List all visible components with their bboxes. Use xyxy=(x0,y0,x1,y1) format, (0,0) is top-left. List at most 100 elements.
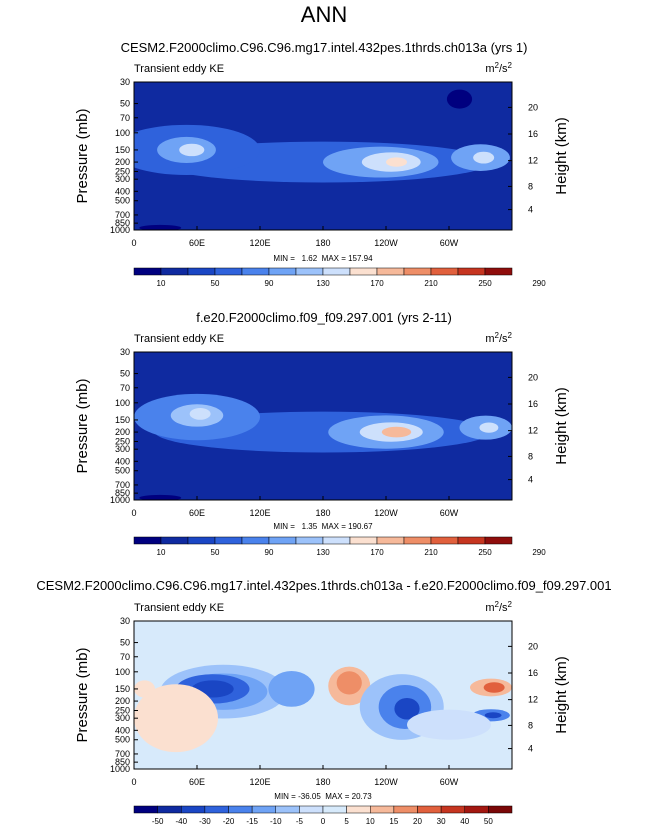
panel-3-units: m2/s2 xyxy=(485,600,512,614)
panel-3-ylabel-right: Height (km) xyxy=(553,656,570,734)
height-tick-label: 16 xyxy=(528,399,538,409)
colorbar-label: 50 xyxy=(484,817,493,826)
colorbar-label: 0 xyxy=(321,817,326,826)
colorbar-label: 90 xyxy=(265,548,274,557)
colorbar-swatch xyxy=(322,536,351,545)
x-tick-label: 0 xyxy=(131,508,136,518)
colorbar-label: 210 xyxy=(424,548,438,557)
colorbar-swatch xyxy=(403,267,432,276)
y-tick-label: 850 xyxy=(115,218,130,228)
colorbar-swatch xyxy=(268,267,297,276)
colorbar-label: 290 xyxy=(532,279,546,288)
colorbar-swatch xyxy=(349,267,378,276)
y-tick-label: 1000 xyxy=(110,225,130,235)
colorbar-label: 10 xyxy=(157,279,166,288)
height-tick-label: 8 xyxy=(528,181,533,191)
panel-3-x-axis: 0 60E 120E 180 120W 60W xyxy=(131,765,459,787)
y-tick-label: 30 xyxy=(120,77,130,87)
colorbar-swatch xyxy=(228,805,253,814)
colorbar-swatch xyxy=(214,536,243,545)
y-tick-label: 400 xyxy=(115,186,130,196)
height-tick-label: 20 xyxy=(528,641,538,651)
y-tick-label: 150 xyxy=(115,684,130,694)
colorbar-swatch xyxy=(322,805,347,814)
panel-3-title: CESM2.F2000climo.C96.C96.mg17.intel.432p… xyxy=(36,578,611,593)
colorbar-swatch xyxy=(295,267,324,276)
y-tick-label: 400 xyxy=(115,725,130,735)
panel-3-left-label: Transient eddy KE xyxy=(134,602,224,614)
panel-1-height-axis: 20 16 12 8 4 xyxy=(508,102,538,215)
colorbar-label: 10 xyxy=(157,548,166,557)
y-tick-label: 300 xyxy=(115,444,130,454)
colorbar-swatch xyxy=(376,536,405,545)
colorbar-label: 130 xyxy=(316,548,330,557)
panel-2-units: m2/s2 xyxy=(485,331,512,345)
colorbar-swatch xyxy=(133,805,158,814)
x-tick-label: 120E xyxy=(249,238,270,248)
colorbar-swatch xyxy=(440,805,465,814)
contour-region-8 xyxy=(473,151,495,164)
colorbar-label: 30 xyxy=(437,817,446,826)
colorbar-label: 170 xyxy=(370,548,384,557)
y-tick-label: 300 xyxy=(115,174,130,184)
height-tick-label: 4 xyxy=(528,205,533,215)
colorbar-swatch xyxy=(181,805,206,814)
y-tick-label: 850 xyxy=(115,488,130,498)
figure-title: ANN xyxy=(301,2,347,27)
colorbar-swatch xyxy=(295,536,324,545)
y-tick-label: 70 xyxy=(120,383,130,393)
colorbar-swatch xyxy=(204,805,229,814)
panel-1-colorbar: 10 50 90 130 170 210 250 290 xyxy=(133,267,546,288)
y-tick-label: 200 xyxy=(115,696,130,706)
y-tick-label: 100 xyxy=(115,128,130,138)
colorbar-swatch xyxy=(322,267,351,276)
colorbar-swatch xyxy=(299,805,324,814)
y-tick-label: 700 xyxy=(115,480,130,490)
colorbar-swatch xyxy=(241,267,270,276)
height-tick-label: 16 xyxy=(528,668,538,678)
y-tick-label: 100 xyxy=(115,398,130,408)
colorbar-swatch xyxy=(275,805,300,814)
y-tick-label: 300 xyxy=(115,713,130,723)
x-tick-label: 60E xyxy=(189,508,205,518)
contour-region-14 xyxy=(407,709,491,740)
colorbar-swatch xyxy=(160,267,189,276)
contour-region-9 xyxy=(394,697,420,720)
y-tick-label: 400 xyxy=(115,456,130,466)
colorbar-label: 170 xyxy=(370,279,384,288)
contour-region-16 xyxy=(134,684,218,753)
colorbar-swatch xyxy=(393,805,418,814)
colorbar-swatch xyxy=(214,267,243,276)
colorbar-swatch xyxy=(403,536,432,545)
colorbar-label: 20 xyxy=(413,817,422,826)
colorbar-label: -10 xyxy=(270,817,282,826)
contour-region-8 xyxy=(479,422,499,433)
height-tick-label: 20 xyxy=(528,102,538,112)
colorbar-swatch xyxy=(268,536,297,545)
colorbar-label: 15 xyxy=(389,817,398,826)
contour-region-6 xyxy=(189,408,211,420)
colorbar-swatch xyxy=(349,536,378,545)
y-tick-label: 150 xyxy=(115,145,130,155)
height-tick-label: 8 xyxy=(528,451,533,461)
colorbar-label: -20 xyxy=(223,817,235,826)
colorbar-label: 250 xyxy=(478,548,492,557)
height-tick-label: 16 xyxy=(528,129,538,139)
contour-region-9 xyxy=(446,89,473,109)
colorbar-label: 130 xyxy=(316,279,330,288)
y-tick-label: 700 xyxy=(115,210,130,220)
panel-1-left-label: Transient eddy KE xyxy=(134,63,224,75)
panel-2-title: f.e20.F2000climo.f09_f09.297.001 (yrs 2-… xyxy=(196,310,452,325)
height-tick-label: 12 xyxy=(528,695,538,705)
panel-3-ylabel: Pressure (mb) xyxy=(74,647,91,742)
x-tick-label: 120W xyxy=(374,777,398,787)
colorbar-swatch xyxy=(464,805,489,814)
contour-region-10 xyxy=(139,224,182,230)
colorbar-swatch xyxy=(346,805,371,814)
colorbar-swatch xyxy=(160,536,189,545)
y-tick-label: 30 xyxy=(120,347,130,357)
y-tick-label: 50 xyxy=(120,369,130,379)
colorbar-swatch xyxy=(241,536,270,545)
colorbar-label: 10 xyxy=(366,817,375,826)
